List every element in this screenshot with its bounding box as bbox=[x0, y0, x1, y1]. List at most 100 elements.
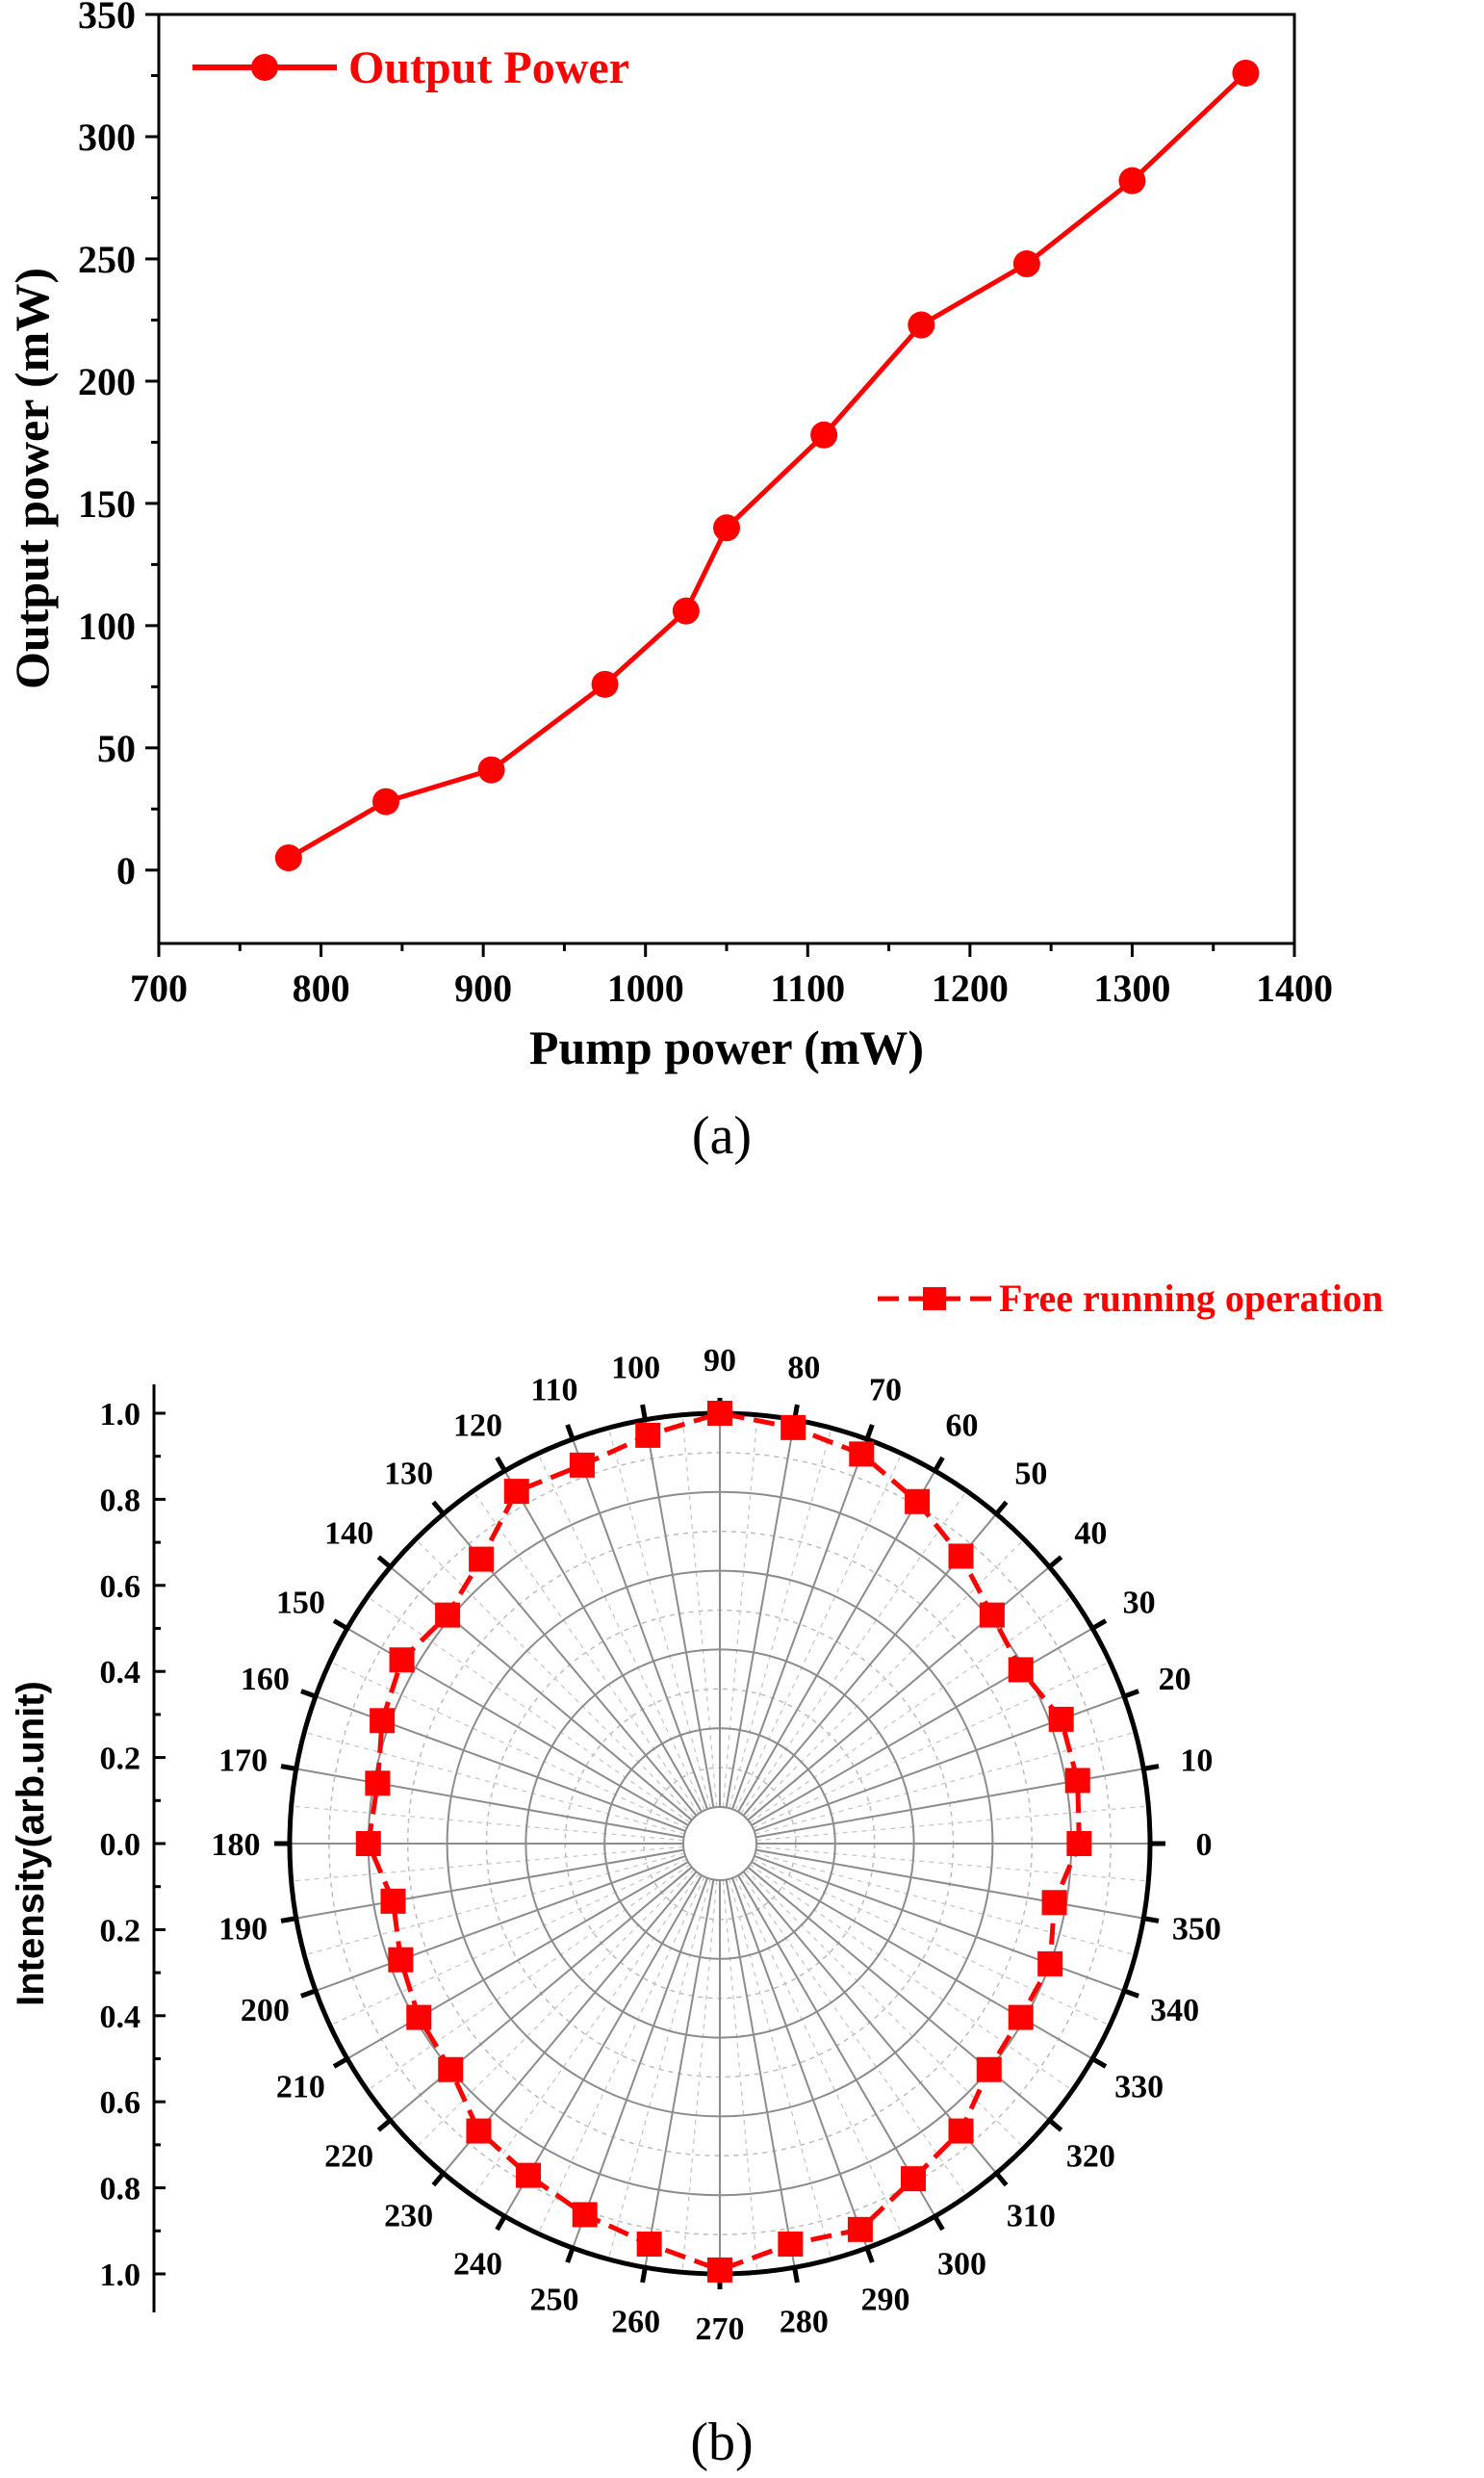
major-grid-spoke bbox=[572, 1438, 708, 1810]
y-tick-label: 150 bbox=[78, 482, 136, 526]
data-point bbox=[908, 311, 935, 339]
major-grid-spoke bbox=[644, 1419, 715, 1808]
legend-marker bbox=[923, 1287, 946, 1310]
data-point bbox=[976, 2056, 1002, 2082]
angle-tick-label: 110 bbox=[530, 1372, 577, 1407]
data-point bbox=[1118, 167, 1146, 194]
minor-grid-spoke bbox=[729, 1878, 832, 2259]
x-tick-label: 700 bbox=[130, 967, 188, 1010]
minor-grid-spoke bbox=[329, 1858, 687, 2026]
angle-tick bbox=[994, 2171, 1009, 2187]
angle-tick bbox=[332, 1618, 349, 1631]
data-point bbox=[849, 1441, 875, 1467]
x-tick-label: 900 bbox=[454, 967, 512, 1010]
angle-tick bbox=[1123, 1689, 1139, 1699]
major-grid-spoke bbox=[751, 1627, 1093, 1826]
series-points bbox=[355, 1401, 1092, 2283]
major-grid-spoke bbox=[503, 1470, 703, 1813]
x-tick-label: 1300 bbox=[1093, 967, 1170, 1010]
angle-tick-label: 80 bbox=[787, 1351, 820, 1386]
y-tick-label: 100 bbox=[78, 605, 136, 648]
angle-tick bbox=[1123, 1988, 1139, 1999]
radial-tick-label: 0.4 bbox=[100, 1655, 141, 1691]
minor-grid-spoke bbox=[681, 1414, 718, 1808]
angle-tick bbox=[495, 1456, 507, 1473]
plot-frame bbox=[157, 13, 1296, 945]
angle-tick-label: 320 bbox=[1066, 2138, 1115, 2174]
angle-tick bbox=[280, 1916, 297, 1923]
angle-tick bbox=[1047, 1555, 1063, 1569]
angle-tick bbox=[640, 1404, 648, 1421]
minor-grid-spoke bbox=[734, 1453, 903, 1811]
minor-grid-spoke bbox=[729, 1428, 832, 1809]
angle-tick-labels: 0 10 20 30 40 50 60 70 80 90 100 110 120 130 140 150 160… bbox=[212, 1343, 1221, 2347]
angle-tick-label: 230 bbox=[384, 2198, 433, 2233]
angle-tick-label: 260 bbox=[611, 2304, 660, 2339]
legend-a: Output Power bbox=[192, 42, 629, 93]
data-point bbox=[365, 1770, 391, 1796]
major-grid-spoke bbox=[346, 1861, 689, 2060]
radial-tick-label: 0.8 bbox=[100, 1483, 141, 1518]
axis-ticks bbox=[145, 13, 1296, 957]
data-point bbox=[435, 1602, 461, 1628]
angle-tick bbox=[332, 2056, 349, 2069]
angle-tick-label: 270 bbox=[696, 2311, 745, 2347]
angle-tick-label: 50 bbox=[1014, 1457, 1047, 1492]
minor-grid-spoke bbox=[755, 1846, 1149, 1882]
legend-b: Free running operation bbox=[878, 1277, 1383, 1320]
minor-grid-spoke bbox=[415, 1538, 695, 1819]
data-point bbox=[635, 1422, 661, 1448]
data-point bbox=[948, 1543, 974, 1569]
x-tick-labels: 700 800 900 1000 1100 1200 1300 1400 bbox=[130, 967, 1333, 1010]
data-point bbox=[636, 2232, 662, 2258]
data-point bbox=[572, 2202, 598, 2228]
major-grid-spoke bbox=[737, 1874, 936, 2217]
angle-tick-label: 150 bbox=[276, 1586, 325, 1621]
data-point bbox=[778, 2232, 804, 2258]
data-point bbox=[388, 1947, 414, 1973]
data-point bbox=[810, 421, 838, 449]
radial-tick-label: 0.4 bbox=[100, 2000, 141, 2035]
minor-grid-spoke bbox=[722, 1414, 758, 1808]
angle-tick bbox=[300, 1689, 317, 1699]
data-point bbox=[389, 1647, 415, 1673]
data-point bbox=[370, 1708, 396, 1734]
minor-grid-spoke bbox=[367, 1864, 691, 2091]
minor-grid-spoke bbox=[304, 1731, 685, 1835]
y-axis-title: Output power (mW) bbox=[5, 268, 59, 689]
minor-grid-spoke bbox=[607, 1878, 711, 2259]
y-tick-label: 350 bbox=[78, 0, 136, 37]
angle-tick-label: 140 bbox=[324, 1516, 373, 1552]
major-grid-spoke bbox=[389, 1866, 693, 2122]
angle-tick-label: 40 bbox=[1074, 1516, 1107, 1552]
minor-grid-spoke bbox=[749, 1864, 1073, 2091]
minor-grid-spoke bbox=[473, 1490, 700, 1815]
data-point bbox=[591, 670, 619, 698]
angle-tick-label: 160 bbox=[241, 1662, 290, 1697]
angle-tick bbox=[1142, 1916, 1160, 1923]
angle-tick-label: 70 bbox=[869, 1372, 902, 1407]
panel-label-a: (a) bbox=[692, 1106, 752, 1166]
major-grid-spoke bbox=[315, 1855, 686, 1992]
radial-tick-label: 0.6 bbox=[100, 2085, 141, 2121]
angle-tick bbox=[431, 1500, 446, 1516]
panel-label-b: (b) bbox=[690, 2413, 753, 2472]
data-point bbox=[1232, 59, 1260, 87]
panel-a-line-chart: 700 800 900 1000 1100 1200 1300 1400 0 50 100 150 2… bbox=[5, 0, 1333, 1166]
data-point bbox=[707, 2257, 732, 2283]
radial-tick-label: 0.0 bbox=[100, 1827, 141, 1863]
data-point bbox=[355, 1831, 381, 1856]
minor-grid-spoke bbox=[415, 1869, 695, 2149]
angle-tick bbox=[994, 1500, 1009, 1516]
data-point bbox=[847, 2216, 873, 2242]
data-point bbox=[1037, 1950, 1063, 1976]
major-grid-spoke bbox=[725, 1419, 796, 1808]
major-grid-spoke bbox=[737, 1470, 936, 1813]
angle-tick-label: 20 bbox=[1159, 1662, 1191, 1697]
data-point bbox=[380, 1888, 406, 1914]
panel-b-polar-chart: Free running operation 0 10 20 30 40 50 60 70 80… bbox=[10, 1277, 1383, 2472]
data-point bbox=[707, 1401, 732, 1426]
angle-tick-label: 350 bbox=[1172, 1911, 1221, 1947]
major-grid-spoke bbox=[503, 1874, 703, 2217]
